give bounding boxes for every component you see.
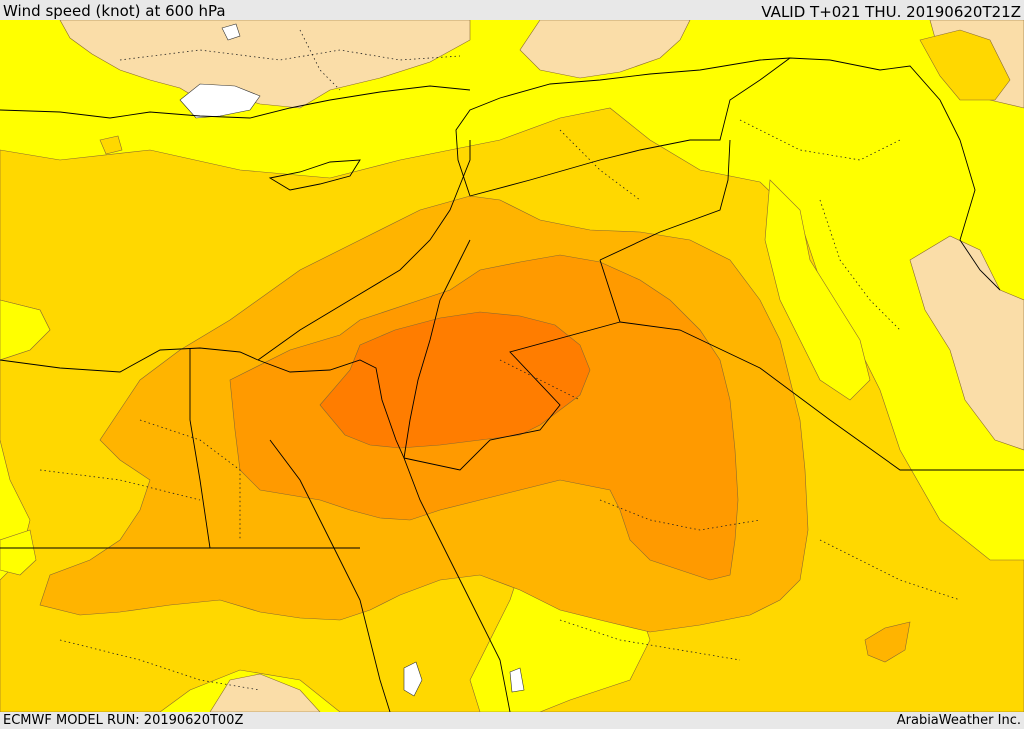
band-highest-core <box>319 311 591 449</box>
lake-nasser <box>403 661 423 697</box>
egypt-low-island <box>0 529 37 576</box>
coast-mediterranean <box>0 347 259 373</box>
border-turkey-syria <box>455 57 791 197</box>
country-borders <box>0 57 1024 712</box>
dotted-jordan-1 <box>499 359 581 401</box>
dotted-turkey-1 <box>119 49 461 61</box>
dotted-sudan-1 <box>59 639 261 691</box>
wind-map <box>0 20 1024 712</box>
map-footer: ECMWF MODEL RUN: 20190620T00Z ArabiaWeat… <box>0 712 1024 729</box>
syria-low-island <box>764 179 871 401</box>
sa-high-patch <box>864 621 911 663</box>
border-egypt-libya <box>189 348 211 549</box>
sudan-peach-area <box>209 673 321 712</box>
border-iraq-saudi <box>619 321 1024 471</box>
border-egypt-israel <box>257 359 405 459</box>
dotted-iraq-2 <box>819 199 901 331</box>
dotted-saudi-1 <box>599 499 761 531</box>
caucasus-peach-area <box>519 20 691 79</box>
border-jordan-saudi <box>403 259 621 471</box>
dotted-turkey-2 <box>299 29 341 91</box>
border-syria-iraq <box>469 57 831 197</box>
credit: ArabiaWeather Inc. <box>896 713 1021 728</box>
dotted-saudi-2 <box>559 619 741 661</box>
lake-tuz <box>179 83 261 119</box>
dotted-syria-1 <box>559 129 641 201</box>
border-israel-jordan <box>403 239 471 459</box>
black-sea-islet <box>221 23 241 41</box>
coast-cyprus <box>268 159 361 191</box>
red-sea-white <box>509 667 525 693</box>
libya-low-island <box>0 299 51 361</box>
band-highest-areas <box>319 311 591 449</box>
coast-red-sea-east <box>403 457 511 712</box>
dotted-egypt-1 <box>139 419 241 540</box>
border-iran-iraq <box>829 59 1001 291</box>
coast-turkey-south <box>0 85 471 119</box>
water-gaps <box>179 23 525 697</box>
valid-time: VALID T+021 THU. 20190620T21Z <box>761 3 1021 21</box>
map-header: Wind speed (knot) at 600 hPa VALID T+021… <box>0 0 1024 21</box>
coast-levant <box>257 140 471 361</box>
map-title: Wind speed (knot) at 600 hPa <box>3 2 226 20</box>
border-jordan-iraq <box>599 139 731 261</box>
iran-mid-area <box>919 29 1011 101</box>
gulf-peach-area <box>909 235 1024 451</box>
coast-red-sea-west <box>269 439 391 712</box>
model-run: ECMWF MODEL RUN: 20190620T00Z <box>3 713 244 728</box>
nw-mid-patch <box>99 135 123 155</box>
internal-boundaries <box>39 29 961 691</box>
wind-map-svg <box>0 20 1024 712</box>
dotted-egypt-2 <box>39 469 201 501</box>
